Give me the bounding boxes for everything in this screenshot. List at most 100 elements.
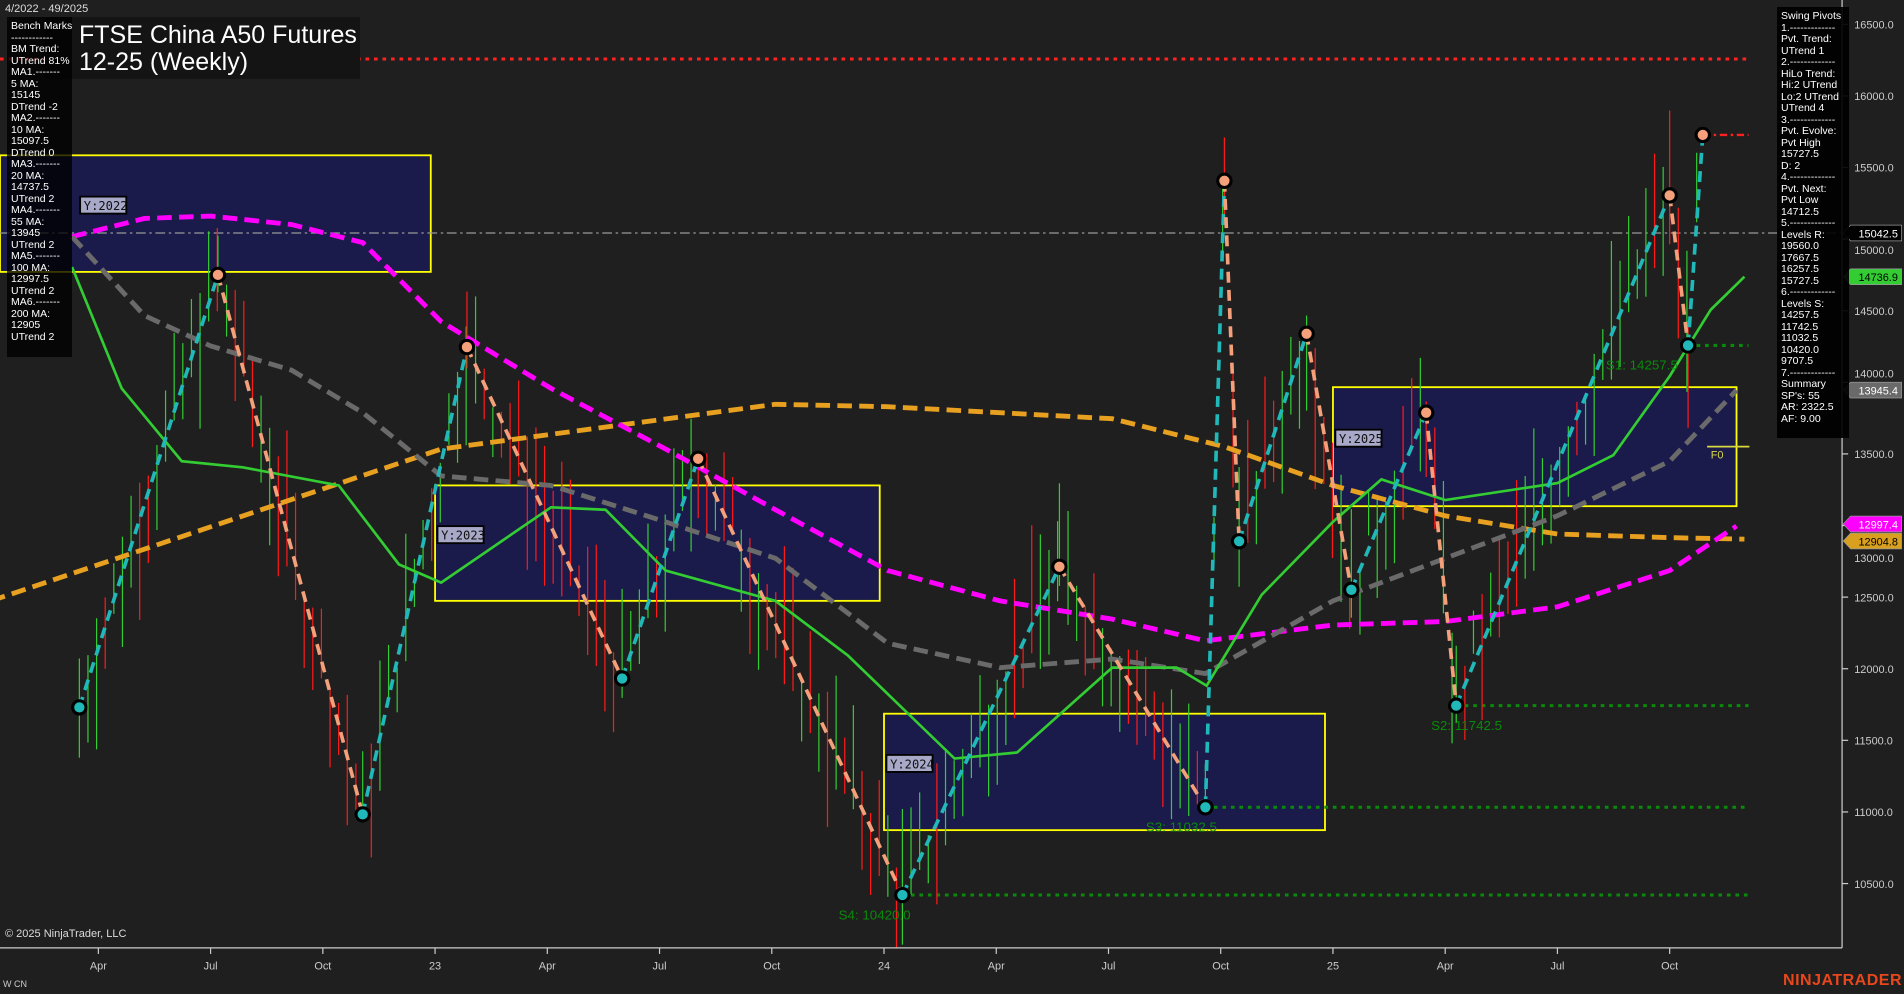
swing-line: 1.------------- xyxy=(1781,21,1836,34)
bench-line: 5 MA: xyxy=(11,77,39,90)
x-tick-label: 25 xyxy=(1327,961,1339,973)
axes: 10500.0 11000.0 11500.0 12000.0 12500.0 13000… xyxy=(0,0,1902,973)
swing-line: Lo:2 UTrend xyxy=(1781,90,1839,103)
swing-segment xyxy=(1203,180,1227,808)
swing-line: 10420.0 xyxy=(1781,343,1819,356)
f0-label: F0 xyxy=(1711,450,1724,462)
swing-segment xyxy=(1686,134,1705,346)
bench-line: DTrend 0 xyxy=(11,146,55,159)
x-tick-label: Apr xyxy=(1437,961,1454,973)
year-box xyxy=(883,712,1326,832)
support-label: S4: 10420.0 xyxy=(839,907,911,922)
ma55-line xyxy=(70,235,1739,677)
price-marker-label: 12997.4 xyxy=(1858,519,1897,531)
swing-segment xyxy=(696,458,905,896)
swing-low-marker xyxy=(613,670,631,687)
copyright: © 2025 NinjaTrader, LLC xyxy=(5,928,127,940)
chart-title: FTSE China A50 Futures xyxy=(79,21,357,49)
bench-line: Bench Marks xyxy=(11,20,73,32)
swing-high-marker xyxy=(458,338,476,356)
swing-low-marker xyxy=(894,886,911,904)
swing-line: UTrend 1 xyxy=(1781,44,1825,57)
x-tick-label: Jul xyxy=(204,961,218,973)
price-marker: 13945.4 xyxy=(1842,381,1902,399)
swing-high-marker xyxy=(1051,558,1068,575)
year-label-text: Y:2022 xyxy=(84,199,128,213)
y-tick-label: 14500.0 xyxy=(1854,306,1893,318)
bench-marks-panel: Bench Marks ------------ BM Trend: UTrend 8… xyxy=(7,17,72,357)
swing-zigzag xyxy=(77,134,1705,896)
x-tick-label: Jul xyxy=(653,961,667,973)
year-label-text: Y:2025 xyxy=(1339,432,1383,446)
bench-line: DTrend -2 xyxy=(11,100,58,113)
x-tick-label: Jul xyxy=(1102,961,1116,973)
bench-line: 55 MA: xyxy=(11,215,45,228)
swing-high-marker xyxy=(1216,172,1233,189)
year-label: Y:2024 xyxy=(885,754,934,773)
swing-line: 14257.5 xyxy=(1781,309,1819,321)
price-marker-bg xyxy=(1842,515,1902,533)
bench-line: 10 MA: xyxy=(11,123,45,136)
x-tick-label: Oct xyxy=(1212,961,1229,973)
chart-subtitle: 12-25 (Weekly) xyxy=(79,48,249,76)
swing-pivot-markers xyxy=(71,126,1711,904)
swing-segment xyxy=(1424,412,1459,706)
year-label-bg xyxy=(885,754,934,773)
y-tick-label: 10500.0 xyxy=(1854,879,1893,891)
year-label-bg xyxy=(1334,428,1383,448)
price-marker: 14736.9 xyxy=(1842,268,1902,286)
bench-line: 14737.5 xyxy=(11,181,49,193)
bench-line: MA1.------- xyxy=(11,66,60,78)
price-marker-bg xyxy=(1842,224,1902,242)
swing-line: 9707.5 xyxy=(1781,355,1814,367)
swing-pivots-panel: Swing Pivots 1.------------- Pvt. Trend: UT… xyxy=(1777,7,1849,438)
y-tick-label: 13500.0 xyxy=(1854,449,1893,461)
year-label: Y:2025 xyxy=(1334,428,1383,448)
x-tick-label: 23 xyxy=(429,961,441,973)
swing-segment xyxy=(1454,194,1672,707)
swing-segment xyxy=(77,274,220,708)
x-tick-label: 24 xyxy=(878,961,890,973)
bench-line: 12997.5 xyxy=(11,273,49,285)
x-tick-label: Apr xyxy=(539,961,556,973)
price-marker-bg xyxy=(1842,268,1902,286)
swing-line: Levels S: xyxy=(1781,297,1825,310)
swing-segment xyxy=(360,346,469,815)
price-marker-bg xyxy=(1842,381,1902,399)
swing-line: UTrend 4 xyxy=(1781,102,1825,114)
swing-line: 2.------------- xyxy=(1781,56,1836,68)
swing-line: Pvt. Trend: xyxy=(1781,33,1832,45)
bench-line: MA2.------- xyxy=(11,112,60,124)
x-tick-label: Oct xyxy=(763,961,780,973)
price-marker-label: 13945.4 xyxy=(1858,385,1897,397)
chart-title-box: FTSE China A50 Futures 12-25 (Weekly) xyxy=(45,17,360,79)
y-tick-label: 15500.0 xyxy=(1854,163,1893,175)
bench-line: UTrend 2 xyxy=(11,192,55,205)
swing-line: 14712.5 xyxy=(1781,205,1819,218)
swing-segment xyxy=(1667,195,1690,346)
x-tick-label: Apr xyxy=(988,961,1005,973)
swing-segment xyxy=(1349,411,1428,591)
swing-low-marker xyxy=(1230,533,1248,550)
bench-line: 100 MA: xyxy=(11,261,51,274)
swing-segment xyxy=(620,458,700,680)
swing-line: D: 2 xyxy=(1781,159,1801,172)
swing-line: SP's: 55 xyxy=(1781,389,1820,402)
swing-low-marker xyxy=(1197,799,1214,816)
swing-low-marker xyxy=(1679,337,1697,354)
bench-line: ------------ xyxy=(11,31,53,44)
price-marker-label: 15042.5 xyxy=(1858,228,1897,240)
swing-line: 11032.5 xyxy=(1781,332,1819,344)
swing-segment xyxy=(1237,333,1309,542)
bench-line: MA4.------- xyxy=(11,204,60,216)
swing-line: 4.------------- xyxy=(1781,171,1836,183)
swing-low-marker xyxy=(71,699,88,716)
swing-line: 7.------------- xyxy=(1781,366,1836,379)
y-tick-label: 14000.0 xyxy=(1854,368,1893,380)
ma200-line xyxy=(0,401,1745,601)
swing-high-marker xyxy=(689,450,707,467)
swing-line: 19560.0 xyxy=(1781,240,1819,252)
bench-line: 13945 xyxy=(11,227,41,239)
date-range: 4/2022 - 49/2025 xyxy=(5,3,89,15)
